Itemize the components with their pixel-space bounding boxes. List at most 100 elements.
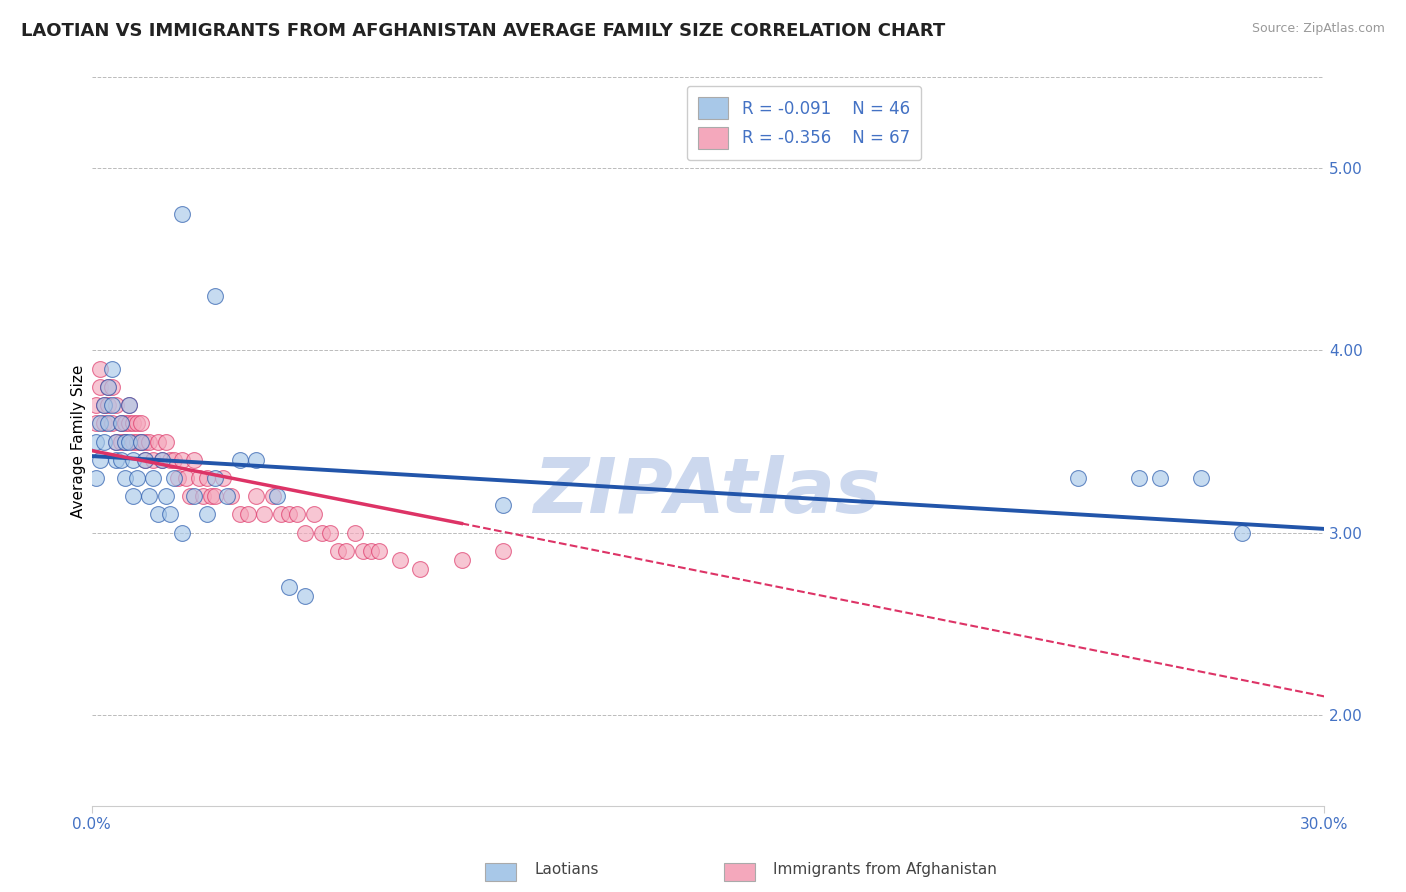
Point <box>118 417 141 431</box>
Point <box>101 398 124 412</box>
Point <box>93 398 115 412</box>
Point <box>134 452 156 467</box>
Point <box>179 489 201 503</box>
Point <box>163 452 186 467</box>
Point <box>134 434 156 449</box>
Point <box>245 489 267 503</box>
Point <box>101 417 124 431</box>
Point <box>167 471 190 485</box>
Point <box>134 452 156 467</box>
Point <box>1189 471 1212 485</box>
Point <box>97 380 120 394</box>
Legend: R = -0.091    N = 46, R = -0.356    N = 67: R = -0.091 N = 46, R = -0.356 N = 67 <box>686 86 921 161</box>
Point <box>114 434 136 449</box>
Point <box>97 398 120 412</box>
Point <box>110 452 132 467</box>
Point <box>138 434 160 449</box>
Point <box>110 434 132 449</box>
Point <box>84 434 107 449</box>
Text: ZIPAtlas: ZIPAtlas <box>534 456 882 530</box>
Point <box>146 434 169 449</box>
Point <box>204 489 226 503</box>
Point <box>228 452 250 467</box>
Point <box>122 452 145 467</box>
Point <box>217 489 239 503</box>
Point <box>195 471 218 485</box>
Point <box>294 525 316 540</box>
Point <box>1066 471 1088 485</box>
Point <box>278 580 301 594</box>
Point <box>245 452 267 467</box>
Text: LAOTIAN VS IMMIGRANTS FROM AFGHANISTAN AVERAGE FAMILY SIZE CORRELATION CHART: LAOTIAN VS IMMIGRANTS FROM AFGHANISTAN A… <box>21 22 945 40</box>
Point <box>328 543 350 558</box>
Point <box>409 562 432 576</box>
Point <box>368 543 391 558</box>
Point <box>228 508 250 522</box>
Point <box>150 452 173 467</box>
Point <box>183 489 205 503</box>
Point <box>450 553 472 567</box>
Point <box>114 471 136 485</box>
Point <box>1128 471 1150 485</box>
Point <box>105 398 128 412</box>
Point <box>146 508 169 522</box>
Point <box>129 434 152 449</box>
Point <box>93 398 115 412</box>
Point <box>93 417 115 431</box>
Point <box>1149 471 1171 485</box>
Point <box>204 471 226 485</box>
Point <box>163 471 186 485</box>
Point <box>89 417 111 431</box>
Point <box>125 471 148 485</box>
Point <box>266 489 288 503</box>
Point <box>118 398 141 412</box>
Point <box>105 434 128 449</box>
Point <box>491 543 513 558</box>
Point <box>343 525 366 540</box>
Point <box>125 434 148 449</box>
Point <box>101 380 124 394</box>
Point <box>118 398 141 412</box>
Y-axis label: Average Family Size: Average Family Size <box>72 365 86 518</box>
Point <box>187 471 209 485</box>
Point <box>122 417 145 431</box>
Point <box>172 525 194 540</box>
Point <box>388 553 411 567</box>
Point <box>335 543 357 558</box>
Point <box>195 508 218 522</box>
Point <box>122 434 145 449</box>
Point <box>125 417 148 431</box>
Point <box>97 380 120 394</box>
Text: Source: ZipAtlas.com: Source: ZipAtlas.com <box>1251 22 1385 36</box>
Point <box>204 289 226 303</box>
Point <box>118 434 141 449</box>
Point <box>172 452 194 467</box>
Point <box>89 380 111 394</box>
Point <box>89 452 111 467</box>
Point <box>212 471 235 485</box>
Point <box>270 508 292 522</box>
Point <box>84 398 107 412</box>
Point <box>294 589 316 603</box>
Point <box>491 498 513 512</box>
Point <box>110 417 132 431</box>
Point <box>352 543 374 558</box>
Text: Laotians: Laotians <box>534 863 599 877</box>
Point <box>97 417 120 431</box>
Point <box>200 489 222 503</box>
Point <box>114 434 136 449</box>
Point <box>191 489 214 503</box>
Point <box>221 489 243 503</box>
Point <box>285 508 308 522</box>
Point <box>311 525 333 540</box>
Point <box>159 452 181 467</box>
Point <box>236 508 259 522</box>
Point <box>1230 525 1253 540</box>
Point <box>150 452 173 467</box>
Point <box>110 417 132 431</box>
Point <box>319 525 342 540</box>
Point <box>101 361 124 376</box>
Point <box>155 489 177 503</box>
Point <box>302 508 325 522</box>
Point <box>105 452 128 467</box>
